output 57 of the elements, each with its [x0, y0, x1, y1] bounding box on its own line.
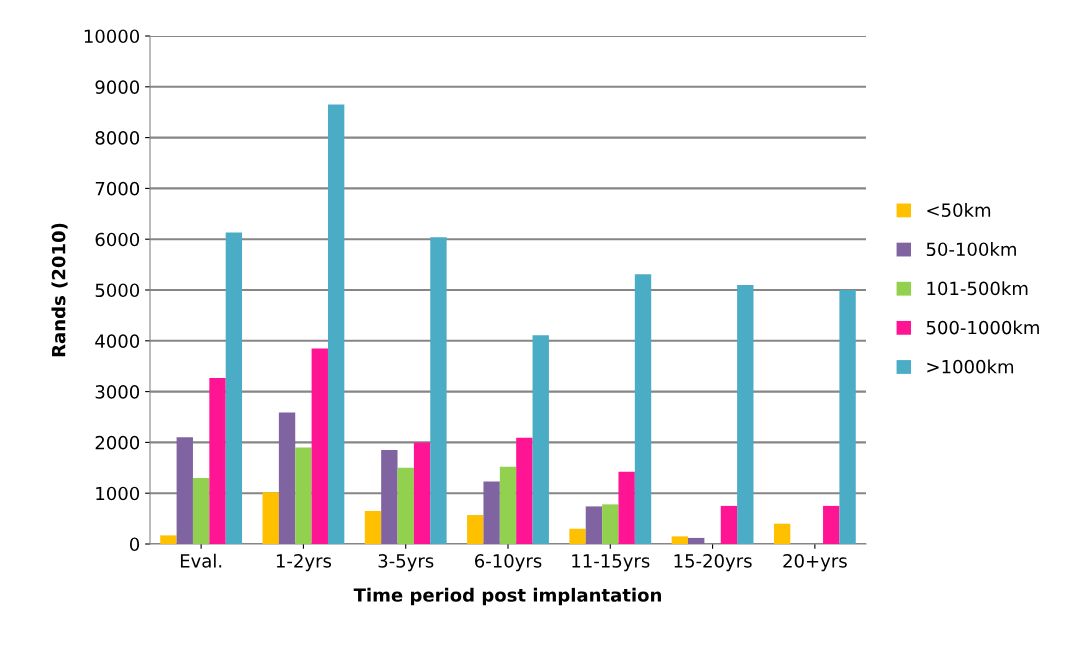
y-tick-label: 5000: [95, 283, 140, 298]
bar: [192, 477, 210, 544]
y-tick-label: 1000: [96, 486, 140, 501]
y-tick-label: 9000: [95, 80, 140, 94]
x-tick-label: 6-10yrs: [475, 554, 542, 572]
legend-label: 500-1000km: [926, 320, 1039, 335]
bar: [278, 412, 296, 544]
y-tick-label: 6000: [95, 232, 140, 247]
x-tick-label: 11-15yrs: [572, 554, 650, 572]
bar: [569, 528, 586, 544]
y-tick-label: 0: [129, 537, 140, 552]
y-tick-label: 7000: [95, 181, 140, 196]
x-tick-label: 3-5yrs: [378, 554, 434, 572]
bar: [585, 506, 603, 544]
bar: [327, 104, 345, 544]
bar: [823, 505, 840, 544]
bar: [160, 535, 177, 544]
bar: [720, 505, 738, 544]
x-tick-label: Eval.: [180, 553, 222, 568]
bar: [413, 442, 431, 544]
bar: [839, 290, 856, 544]
y-tick-label: 2000: [95, 435, 140, 450]
bar: [688, 537, 705, 544]
bar: [499, 466, 517, 544]
bar: [364, 510, 382, 544]
bar: [532, 335, 549, 544]
bar: [176, 437, 193, 544]
legend-label: 50-100km: [926, 242, 1016, 257]
bar: [773, 523, 791, 544]
bar: [381, 450, 398, 544]
legend-label: 101-500km: [927, 281, 1028, 296]
y-tick-label: 10000: [84, 29, 140, 44]
y-tick-label: 3000: [95, 385, 140, 399]
bar: [737, 284, 754, 544]
bar: [262, 492, 279, 544]
bar: [311, 348, 328, 544]
bar: [516, 437, 533, 544]
bar: [225, 232, 243, 544]
x-tick-label: 15-20yrs: [674, 554, 752, 572]
x-tick-label: 20+yrs: [783, 554, 847, 572]
legend-label: >1000km: [927, 359, 1014, 374]
bar: [467, 515, 484, 544]
x-tick-label: 1-2yrs: [276, 554, 332, 572]
bar: [209, 377, 226, 544]
y-tick-label: 8000: [95, 131, 140, 145]
bar: [483, 481, 500, 544]
y-axis-title: Rands (2010): [51, 223, 68, 357]
bar: [295, 447, 312, 544]
legend-label: <50km: [927, 202, 991, 217]
x-axis-title: Time period post implantation: [353, 587, 661, 606]
bar: [397, 467, 414, 544]
bar: [671, 536, 689, 544]
bar: [602, 504, 619, 544]
y-tick-label: 4000: [95, 334, 140, 348]
bar: [634, 274, 652, 544]
bar: [430, 237, 447, 544]
bar: [618, 471, 635, 544]
